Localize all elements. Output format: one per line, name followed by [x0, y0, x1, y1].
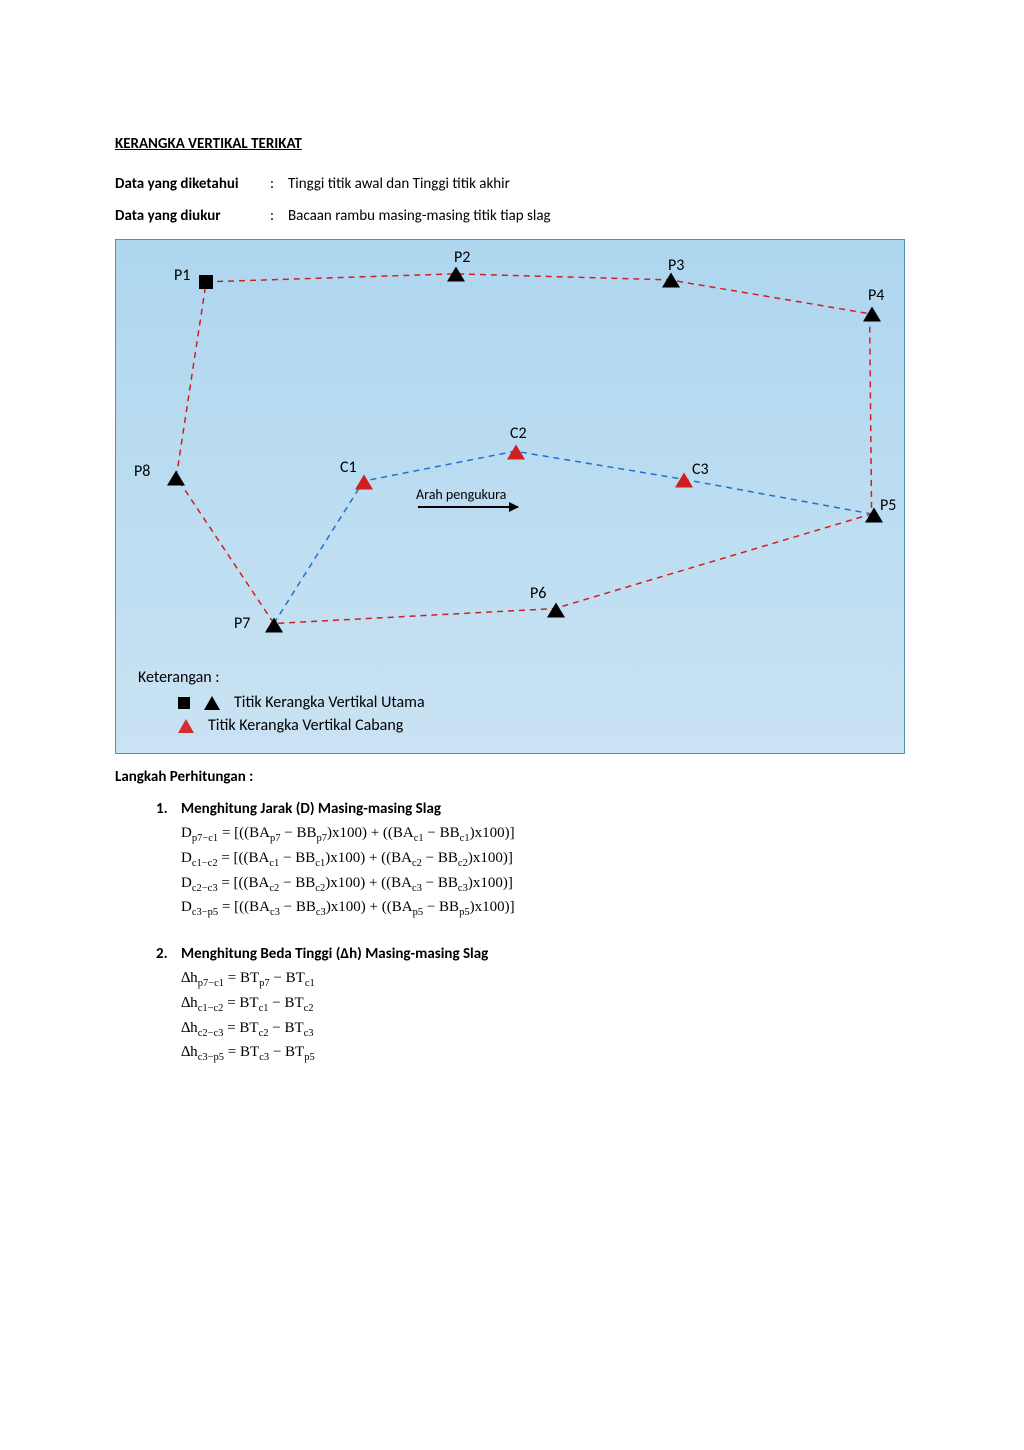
triangle-black-icon [167, 471, 185, 486]
formula-line: ∆hc1−c2 = BTc1 − BTc2 [181, 992, 909, 1017]
meta-colon: : [270, 207, 288, 225]
label-arrow: Arah pengukura [416, 486, 506, 503]
label-c3: C3 [692, 460, 709, 479]
legend: Keterangan : Titik Kerangka Vertikal Uta… [138, 668, 425, 739]
node-p2 [447, 267, 465, 282]
node-c1 [355, 475, 373, 490]
triangle-black-icon [204, 696, 220, 710]
label-c1: C1 [340, 458, 357, 477]
meta-colon: : [270, 175, 288, 193]
triangle-black-icon [547, 603, 565, 618]
node-p7 [265, 618, 283, 633]
node-p6 [547, 603, 565, 618]
formula-line: ∆hc3−p5 = BTc3 − BTp5 [181, 1041, 909, 1066]
label-c2: C2 [510, 424, 527, 443]
label-p2: P2 [454, 248, 470, 267]
label-p1: P1 [174, 266, 190, 285]
formula-line: Dc1−c2 = [((BAc1 − BBc1)x100) + ((BAc2 −… [181, 847, 909, 872]
meta-row: Data yang diketahui : Tinggi titik awal … [115, 175, 909, 193]
formula-block: ∆hp7−c1 = BTp7 − BTc1∆hc1−c2 = BTc1 − BT… [181, 967, 909, 1066]
label-p5: P5 [880, 496, 896, 515]
diagram: P1 P2 P3 P4 P5 P6 P7 P8 C1 C2 C3 Arah pengukura Ket… [115, 239, 905, 754]
triangle-red-icon [355, 475, 373, 490]
formula-block: Dp7−c1 = [((BAp7 − BBp7)x100) + ((BAc1 −… [181, 822, 909, 921]
direction-arrow [418, 506, 518, 508]
legend-text: Titik Kerangka Vertikal Utama [234, 693, 425, 712]
step-title: Menghitung Beda Tinggi (∆h) Masing-masin… [181, 945, 488, 963]
triangle-red-icon [507, 445, 525, 460]
label-p8: P8 [134, 462, 150, 481]
triangle-black-icon [265, 618, 283, 633]
meta-row: Data yang diukur : Bacaan rambu masing-m… [115, 207, 909, 225]
node-c2 [507, 445, 525, 460]
triangle-red-icon [178, 719, 194, 733]
triangle-black-icon [447, 267, 465, 282]
formula-line: Dc2−c3 = [((BAc2 − BBc2)x100) + ((BAc3 −… [181, 872, 909, 897]
formula-line: ∆hc2−c3 = BTc2 − BTc3 [181, 1017, 909, 1042]
triangle-black-icon [863, 307, 881, 322]
page-title: KERANGKA VERTIKAL TERIKAT [115, 135, 909, 153]
legend-text: Titik Kerangka Vertikal Cabang [208, 716, 403, 735]
meta-label: Data yang diukur [115, 207, 270, 225]
node-p1 [199, 275, 213, 289]
node-p8 [167, 471, 185, 486]
step-title: Menghitung Jarak (D) Masing-masing Slag [181, 800, 441, 818]
step-item: Menghitung Jarak (D) Masing-masing Slag D… [171, 800, 909, 921]
label-p4: P4 [868, 286, 884, 305]
square-icon [178, 697, 190, 709]
square-icon [199, 275, 213, 289]
steps-list: Menghitung Jarak (D) Masing-masing Slag D… [115, 800, 909, 1066]
meta-value: Tinggi titik awal dan Tinggi titik akhir [288, 175, 909, 193]
node-p4 [863, 307, 881, 322]
label-p3: P3 [668, 256, 684, 275]
legend-title: Keterangan : [138, 668, 425, 687]
formula-line: ∆hp7−c1 = BTp7 − BTc1 [181, 967, 909, 992]
label-p7: P7 [234, 614, 250, 633]
legend-row: Titik Kerangka Vertikal Utama [138, 693, 425, 712]
label-p6: P6 [530, 584, 546, 603]
legend-row: Titik Kerangka Vertikal Cabang [138, 716, 425, 735]
triangle-red-icon [675, 473, 693, 488]
meta-value: Bacaan rambu masing-masing titik tiap sl… [288, 207, 909, 225]
formula-line: Dp7−c1 = [((BAp7 − BBp7)x100) + ((BAc1 −… [181, 822, 909, 847]
node-c3 [675, 473, 693, 488]
step-item: Menghitung Beda Tinggi (∆h) Masing-masin… [171, 945, 909, 1066]
meta-label: Data yang diketahui [115, 175, 270, 193]
formula-line: Dc3−p5 = [((BAc3 − BBc3)x100) + ((BAp5 −… [181, 896, 909, 921]
section-label: Langkah Perhitungan : [115, 768, 909, 786]
